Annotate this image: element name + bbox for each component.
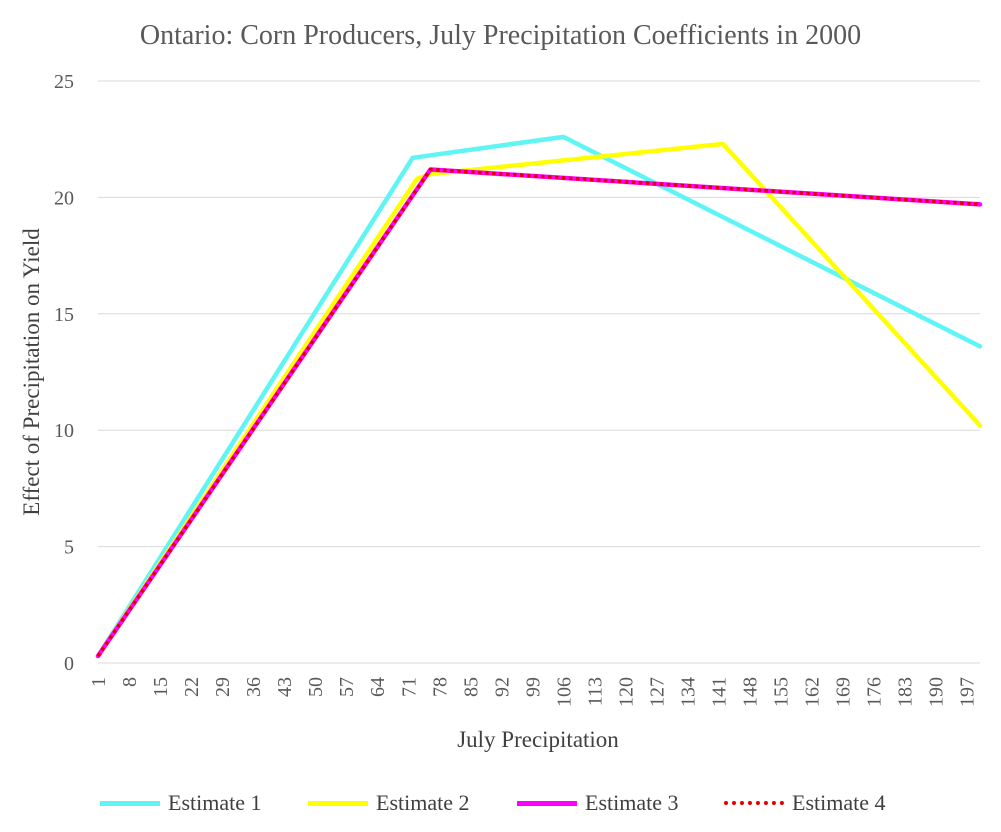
- x-tick-label: 141: [709, 677, 731, 707]
- x-tick-label: 57: [336, 677, 358, 697]
- x-tick-label: 197: [957, 677, 979, 707]
- legend-item-2: Estimate 2: [308, 788, 469, 818]
- x-tick-label: 85: [460, 677, 482, 697]
- x-tick-label: 71: [398, 677, 420, 697]
- x-tick-label: 148: [740, 677, 762, 707]
- series-line-4: [96, 167, 981, 658]
- y-tick-label: 0: [64, 653, 74, 675]
- x-tick-label: 155: [771, 677, 793, 707]
- x-tick-label: 43: [274, 677, 296, 697]
- x-tick-label: 92: [491, 677, 513, 697]
- y-axis-title: Effect of Precipitation on Yield: [19, 228, 44, 516]
- y-tick-label: 15: [54, 304, 74, 326]
- x-tick-label: 120: [615, 677, 637, 707]
- x-tick-label: 127: [646, 677, 668, 707]
- x-tick-labels: 1 8 15 22 29 36 43 50 57 64 71 78 85 92 99 106 113 120 127…: [88, 677, 979, 707]
- x-tick-label: 29: [212, 677, 234, 697]
- x-tick-label: 190: [926, 677, 948, 707]
- legend-label: Estimate 1: [168, 790, 262, 815]
- x-tick-label: 78: [429, 677, 451, 697]
- series-lines: [95, 134, 983, 659]
- series-line-2: [95, 141, 983, 659]
- gridlines: [98, 80, 980, 664]
- x-tick-label: 176: [864, 677, 886, 707]
- legend-label: Estimate 4: [792, 790, 886, 815]
- x-tick-label: 64: [367, 677, 389, 697]
- x-tick-label: 106: [553, 677, 575, 707]
- y-tick-label: 25: [54, 71, 74, 93]
- x-tick-label: 113: [584, 677, 606, 706]
- y-tick-label: 20: [54, 187, 74, 209]
- legend-item-1: Estimate 1: [100, 788, 261, 818]
- x-tick-label: 99: [522, 677, 544, 697]
- legend: Estimate 1 Estimate 2 Estimate 3 Estimate 4: [0, 788, 1001, 818]
- legend-item-3: Estimate 3: [517, 788, 678, 818]
- x-tick-label: 169: [833, 677, 855, 707]
- series-line-1: [95, 134, 983, 659]
- y-tick-labels: 0 5 10 15 20 25: [54, 71, 74, 675]
- x-tick-label: 22: [181, 677, 203, 697]
- x-tick-label: 8: [119, 677, 141, 687]
- series-line-3: [95, 167, 983, 659]
- x-tick-label: 36: [243, 677, 265, 697]
- legend-swatch: [517, 800, 577, 806]
- x-tick-label: 162: [802, 677, 824, 707]
- chart-title: Ontario: Corn Producers, July Precipitat…: [139, 20, 862, 51]
- x-tick-label: 183: [895, 677, 917, 707]
- legend-label: Estimate 3: [585, 790, 679, 815]
- y-tick-label: 5: [64, 537, 74, 559]
- legend-item-4: Estimate 4: [724, 788, 885, 818]
- x-tick-label: 50: [305, 677, 327, 697]
- legend-swatch: [308, 800, 368, 806]
- legend-label: Estimate 2: [376, 790, 470, 815]
- y-tick-label: 10: [54, 420, 74, 442]
- x-tick-label: 15: [150, 677, 172, 697]
- x-axis-title: July Precipitation: [457, 727, 619, 752]
- legend-swatch: [724, 801, 784, 805]
- x-tick-label: 1: [88, 677, 110, 687]
- x-tick-label: 134: [677, 677, 699, 707]
- legend-swatch: [100, 800, 160, 806]
